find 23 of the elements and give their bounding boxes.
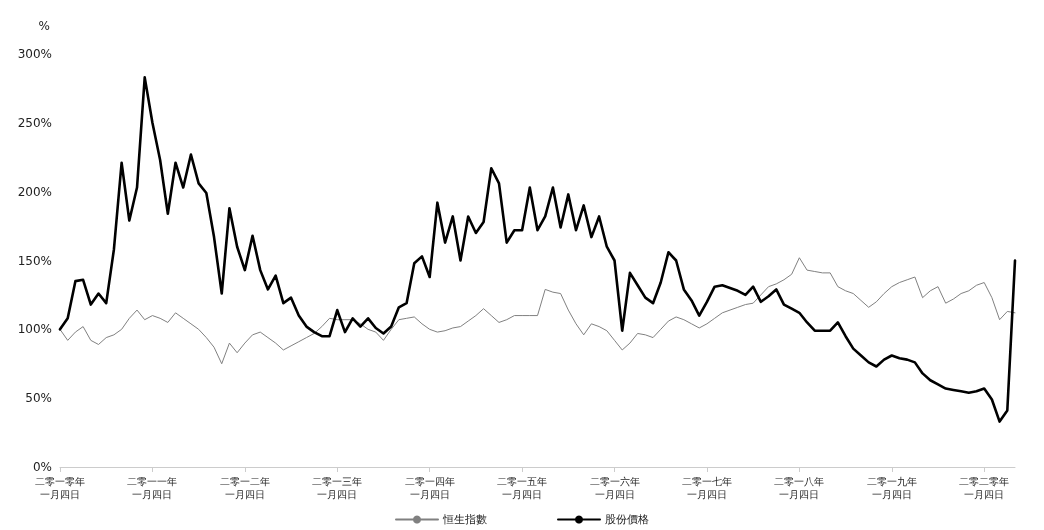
x-tick-label: 二零一一年一月四日 (127, 476, 178, 500)
y-tick-label: 200% (17, 184, 52, 199)
y-tick-label: 50% (25, 391, 52, 406)
line-series (59, 257, 1016, 365)
line-series (58, 76, 1017, 423)
y-tick-label: 0% (32, 460, 52, 474)
x-tick-label: 二零二零年一月四日 (959, 476, 1010, 500)
x-tick-label: 二零一八年一月四日 (774, 476, 825, 500)
x-tick-label: 二零一五年一月四日 (497, 476, 548, 500)
y-tick-label: 150% (17, 253, 52, 268)
x-tick-label: 二零一九年一月四日 (866, 476, 917, 500)
x-tick-label: 二零一三年一月四日 (312, 476, 363, 500)
y-tick-label: 100% (17, 322, 52, 337)
y-axis-title: % (38, 19, 50, 33)
y-tick-label: 300% (17, 47, 52, 61)
y-tick-label: 250% (17, 115, 52, 130)
x-tick-label: 二零一六年一月四日 (589, 476, 640, 500)
x-tick-label: 二零一二年一月四日 (219, 476, 270, 500)
legend-label: 股份價格 (605, 513, 649, 526)
x-tick-label: 二零一四年一月四日 (404, 476, 455, 500)
x-tick-label: 二零一七年一月四日 (681, 476, 732, 500)
legend-label: 恒生指數 (442, 513, 487, 526)
x-tick-label: 二零一零年一月四日 (35, 476, 85, 500)
